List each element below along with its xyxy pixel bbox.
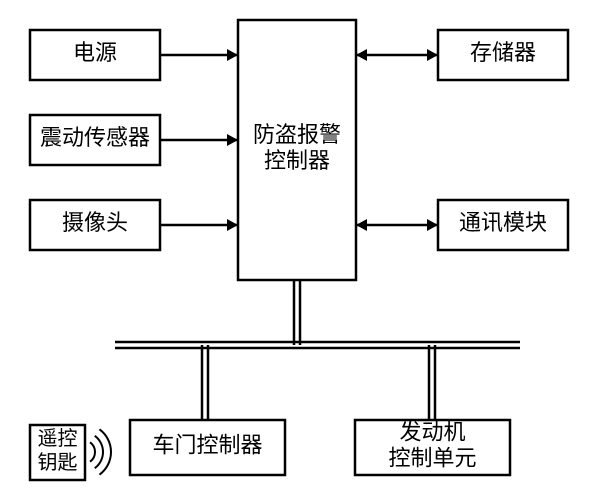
signal-arc-0 [90, 442, 95, 461]
arrow-head [356, 49, 367, 61]
arrow-head [227, 219, 238, 231]
arrow-head [227, 49, 238, 61]
label-memory: 存储器 [470, 40, 536, 65]
label-remote-2: 钥匙 [38, 451, 78, 474]
label-controller-1: 防盗报警 [253, 122, 341, 147]
label-engine-1: 发动机 [399, 419, 465, 444]
label-door: 车门控制器 [152, 433, 262, 458]
arrow-head [427, 219, 438, 231]
label-power: 电源 [73, 40, 117, 65]
label-comm: 通讯模块 [459, 210, 547, 235]
arrow-head [427, 49, 438, 61]
label-remote-1: 遥控 [38, 427, 78, 450]
signal-arc-2 [99, 429, 111, 474]
label-controller-2: 控制器 [264, 148, 330, 173]
arrow-head [356, 219, 367, 231]
arrow-head [227, 134, 238, 146]
label-engine-2: 控制单元 [388, 446, 476, 471]
label-vibration: 震动传感器 [40, 125, 150, 150]
label-camera: 摄像头 [62, 210, 128, 235]
